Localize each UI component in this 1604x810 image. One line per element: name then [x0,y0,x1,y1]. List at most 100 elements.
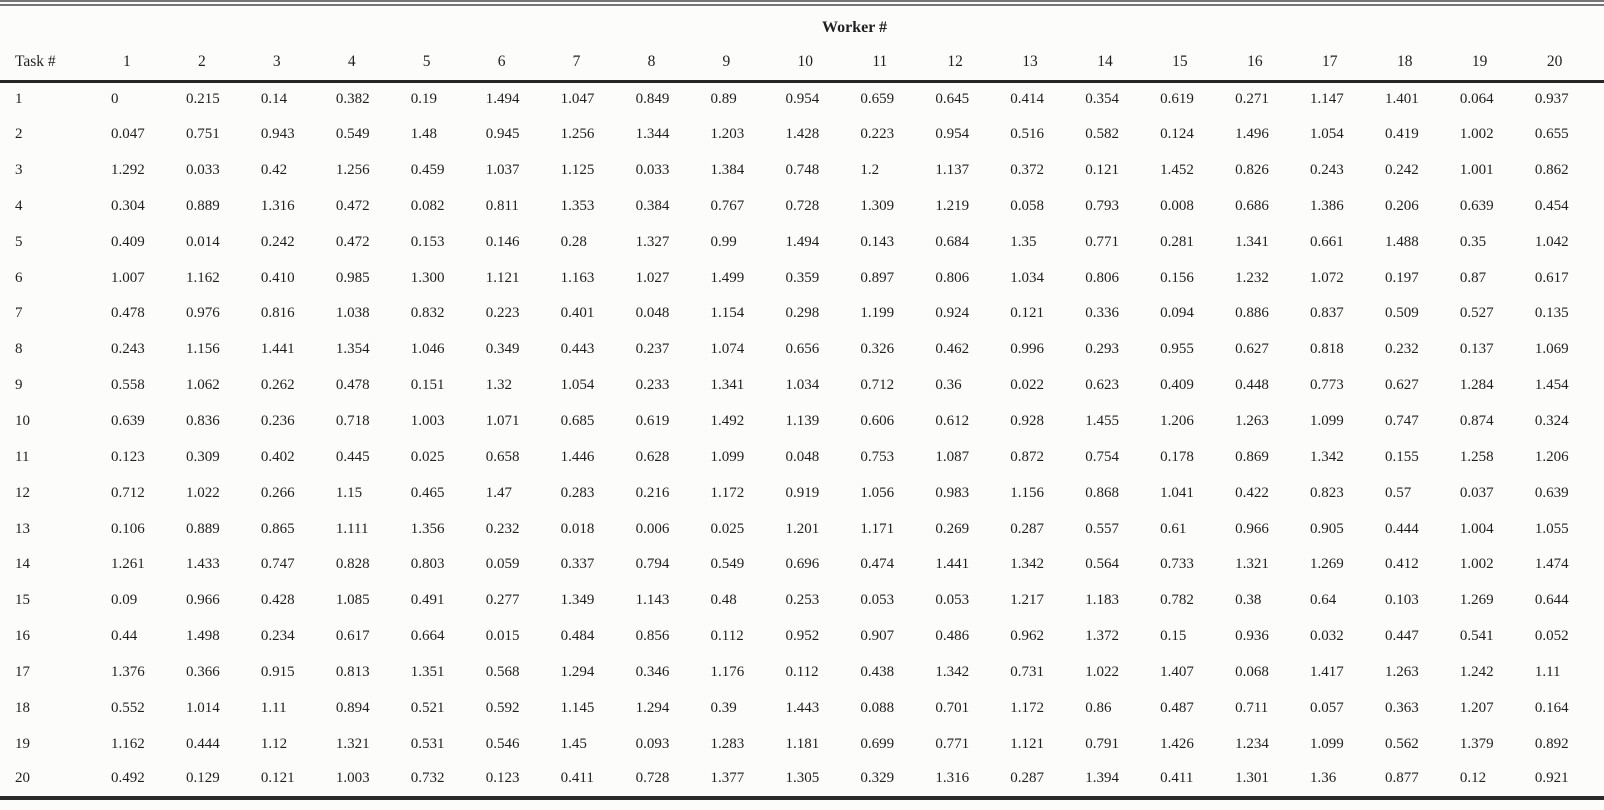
value-cell: 1.042 [1534,233,1569,250]
value-cell: 0.287 [1010,770,1044,787]
value-cell: 1.201 [785,520,820,537]
value-cell: 0.919 [785,484,820,501]
worker-column-header: 19 [1453,45,1529,83]
value-cell: 0.349 [485,341,520,358]
value-cell: 0.751 [185,126,220,143]
table-row: 2 0.047 0.751 0.943 0.549 1.48 0.945 1.256 1.344… [0,117,1604,153]
value-cell: 0.771 [1085,233,1119,250]
value-cell: 1.261 [111,556,145,573]
value-cell: 1.316 [260,197,295,214]
value-cell: 0.552 [111,699,145,716]
value-cell: 0.701 [935,699,970,716]
value-cell: 0.862 [1534,162,1569,179]
value-cell: 1.376 [111,663,145,680]
value-cell: 0.346 [635,663,670,680]
value-cell: 1.474 [1534,556,1569,573]
value-cell: 0.277 [485,592,520,609]
value-cell: 0.806 [935,269,970,286]
value-cell: 0.206 [1384,197,1419,214]
worker-column-header: 6 [479,45,555,83]
value-cell: 0.366 [185,663,220,680]
value-cell: 0.811 [485,197,519,214]
value-cell: 0.645 [935,91,970,108]
table-header: Worker # Task # 1 2 3 4 5 6 7 8 9 10 11 12 13 14 15 16 1… [0,3,1604,83]
value-cell: 0.754 [1085,448,1119,465]
value-cell: 0.223 [485,305,520,322]
value-cell: 0.549 [710,556,745,573]
value-cell: 0.293 [1085,341,1119,358]
value-cell: 0.962 [1010,628,1044,645]
value-cell: 0.955 [1160,341,1194,358]
value-cell: 0.048 [635,305,670,322]
value-cell: 0.008 [1160,197,1194,214]
value-cell: 1.041 [1160,484,1194,501]
worker-column-header: 7 [554,45,630,83]
value-cell: 0.889 [185,520,220,537]
worker-column-header: 15 [1154,45,1230,83]
value-cell: 0.025 [710,520,745,537]
task-row-header: 20 [15,770,30,787]
value-cell: 0.619 [635,413,670,430]
value-cell: 0.242 [260,233,295,250]
value-cell: 1.47 [485,484,512,501]
value-cell: 0.409 [1160,377,1194,394]
value-cell: 0.135 [1534,305,1569,322]
value-cell: 1.349 [560,592,595,609]
value-cell: 1.300 [410,269,445,286]
value-cell: 1.055 [1534,520,1569,537]
value-cell: 0.486 [935,628,970,645]
value-cell: 1.062 [185,377,220,394]
value-cell: 1.219 [935,197,970,214]
value-cell: 1.203 [710,126,745,143]
value-cell: 0.487 [1160,699,1194,716]
value-cell: 1.125 [560,162,595,179]
value-cell: 1.11 [1534,663,1561,680]
value-cell: 1.069 [1534,341,1569,358]
value-cell: 0.151 [410,377,445,394]
value-cell: 0.952 [785,628,820,645]
value-cell: 1.072 [1310,269,1344,286]
value-cell: 1.037 [485,162,520,179]
value-cell: 0.129 [185,770,220,787]
value-cell: 0.658 [485,448,520,465]
value-cell: 1.263 [1384,663,1419,680]
value-cell: 0.112 [785,663,819,680]
value-cell: 0.015 [485,628,520,645]
value-cell: 0.178 [1160,448,1194,465]
table-row: 20 0.492 0.129 0.121 1.003 0.732 0.123 0.411 0.7… [0,762,1604,798]
value-cell: 0.954 [935,126,970,143]
worker-column-header: 10 [779,45,855,83]
value-cell: 1.156 [1010,484,1044,501]
value-cell: 0.15 [1160,628,1187,645]
value-cell: 0.271 [1235,91,1269,108]
value-cell: 0.509 [1384,305,1419,322]
value-cell: 1.137 [935,162,970,179]
value-cell: 0 [111,91,119,108]
value-cell: 1.269 [1310,556,1344,573]
value-cell: 1.256 [335,162,370,179]
value-cell: 1.441 [260,341,295,358]
value-cell: 1.433 [185,556,220,573]
value-cell: 0.484 [560,628,595,645]
value-cell: 0.35 [1459,233,1487,250]
value-cell: 0.304 [111,197,145,214]
value-cell: 0.966 [185,592,220,609]
value-cell: 0.897 [860,269,895,286]
value-cell: 0.696 [785,556,820,573]
value-cell: 0.639 [1534,484,1569,501]
value-cell: 1.056 [860,484,895,501]
value-cell: 0.628 [635,448,670,465]
value-cell: 1.143 [635,592,670,609]
value-cell: 0.562 [1384,735,1419,752]
value-cell: 1.35 [1010,233,1037,250]
table-row: 15 0.09 0.966 0.428 1.085 0.491 0.277 1.349 1.14… [0,583,1604,619]
value-cell: 0.048 [785,448,820,465]
value-cell: 0.137 [1459,341,1494,358]
value-cell: 0.448 [1235,377,1269,394]
value-cell: 0.223 [860,126,895,143]
value-cell: 0.892 [1534,735,1569,752]
value-cell: 1.499 [710,269,745,286]
value-cell: 0.828 [335,556,370,573]
value-cell: 0.465 [410,484,445,501]
value-cell: 1.283 [710,735,745,752]
